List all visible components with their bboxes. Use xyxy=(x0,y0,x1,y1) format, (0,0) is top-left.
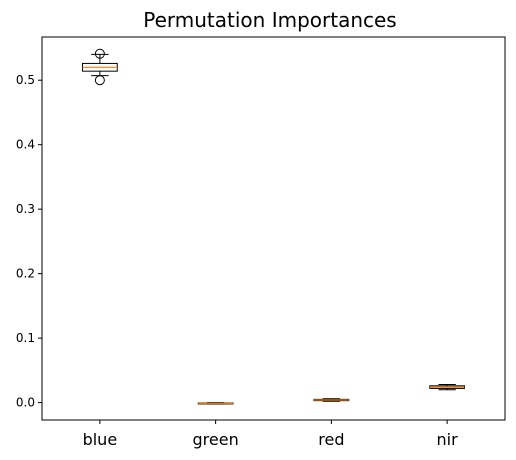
x-tick-label: red xyxy=(318,430,344,449)
x-tick-label: nir xyxy=(437,430,459,449)
plot-frame xyxy=(41,36,506,421)
box-group-nir xyxy=(429,384,465,391)
box-group-green xyxy=(197,402,234,405)
box-marks xyxy=(82,48,465,405)
box-group-red xyxy=(313,398,350,402)
y-axis: 0.0 0.1 0.2 0.3 0.4 0.5 xyxy=(16,73,42,410)
x-tick-label: green xyxy=(193,430,239,449)
y-tick-label: 0.0 xyxy=(16,396,35,410)
x-axis: blue green red nir xyxy=(83,420,459,449)
box-group-blue xyxy=(82,48,118,86)
chart-title: Permutation Importances xyxy=(143,8,396,32)
y-tick-label: 0.5 xyxy=(16,73,35,87)
y-tick-label: 0.1 xyxy=(16,331,35,345)
flier-point xyxy=(94,48,105,59)
y-tick-label: 0.2 xyxy=(16,267,35,281)
x-tick-label: blue xyxy=(83,430,118,449)
flier-point xyxy=(94,75,105,86)
y-tick-label: 0.3 xyxy=(16,202,35,216)
y-tick-label: 0.4 xyxy=(16,138,35,152)
